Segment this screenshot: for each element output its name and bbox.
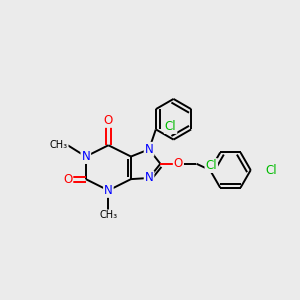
Text: Cl: Cl xyxy=(165,120,176,133)
Text: CH₃: CH₃ xyxy=(99,210,118,220)
Text: N: N xyxy=(104,184,113,197)
Text: Cl: Cl xyxy=(206,159,217,172)
Text: O: O xyxy=(63,172,72,186)
Text: N: N xyxy=(81,150,90,163)
Text: Cl: Cl xyxy=(266,164,277,177)
Text: CH₃: CH₃ xyxy=(50,140,68,150)
Text: O: O xyxy=(104,114,113,127)
Text: O: O xyxy=(174,157,183,170)
Text: N: N xyxy=(145,172,153,184)
Text: N: N xyxy=(145,143,153,156)
